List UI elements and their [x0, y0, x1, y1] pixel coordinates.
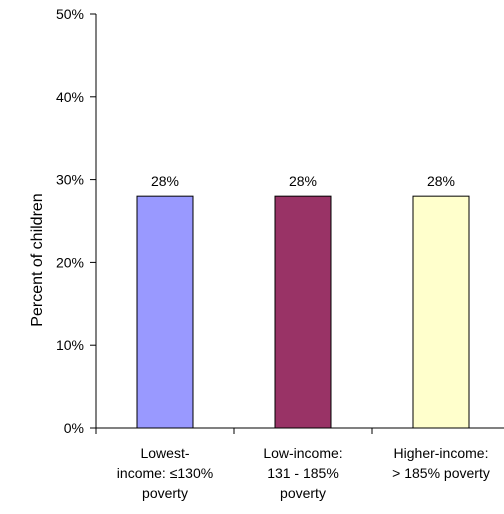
data-label: 28% — [427, 173, 455, 189]
bars — [136, 195, 470, 429]
bar — [136, 195, 194, 429]
data-label: 28% — [289, 173, 317, 189]
x-category-label: income: ≤130% — [117, 465, 213, 481]
x-category-label: Low-income: — [263, 445, 342, 461]
y-axis-title-group: Percent of children — [29, 193, 46, 326]
y-tick-label: 0% — [64, 420, 84, 436]
y-tick-label: 30% — [56, 172, 84, 188]
data-label: 28% — [151, 173, 179, 189]
y-tick-label: 20% — [56, 254, 84, 270]
x-category-label: poverty — [280, 485, 326, 501]
x-category-label: 131 - 185% — [267, 465, 339, 481]
data-labels: 28% 28% 28% — [151, 173, 455, 189]
y-tick-label: 40% — [56, 89, 84, 105]
bar — [274, 195, 332, 429]
y-axis-title: Percent of children — [29, 193, 46, 326]
y-tick-label: 50% — [56, 6, 84, 22]
x-category-label: poverty — [142, 485, 188, 501]
x-category-label: > 185% poverty — [392, 465, 490, 481]
bar — [412, 195, 470, 429]
x-category-labels: Lowest-income: ≤130% poverty Low-income: 13… — [117, 445, 490, 501]
x-category-label: Higher-income: — [394, 445, 489, 461]
y-ticks: 0% 10% 20% 30% 40% 50% — [56, 6, 96, 436]
x-category-label: Lowest- — [140, 445, 189, 461]
y-tick-label: 10% — [56, 337, 84, 353]
